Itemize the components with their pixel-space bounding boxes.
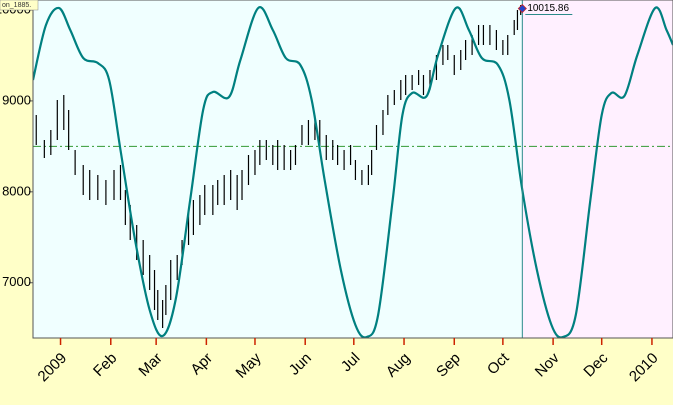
annotation: on_1885. — [2, 2, 31, 9]
plot-border — [32, 0, 673, 339]
annotation-box — [0, 0, 39, 11]
plot-area: 10015.86 — [33, 0, 673, 338]
cycle-curve — [33, 6, 673, 338]
y-tick-label: 9000 — [2, 92, 31, 107]
y-tick-label: 8000 — [2, 183, 31, 198]
last-value-marker — [517, 3, 527, 14]
last-value-label: 10015.86 — [527, 3, 569, 14]
y-tick-label: 7000 — [2, 274, 31, 289]
future-background — [522, 0, 673, 338]
